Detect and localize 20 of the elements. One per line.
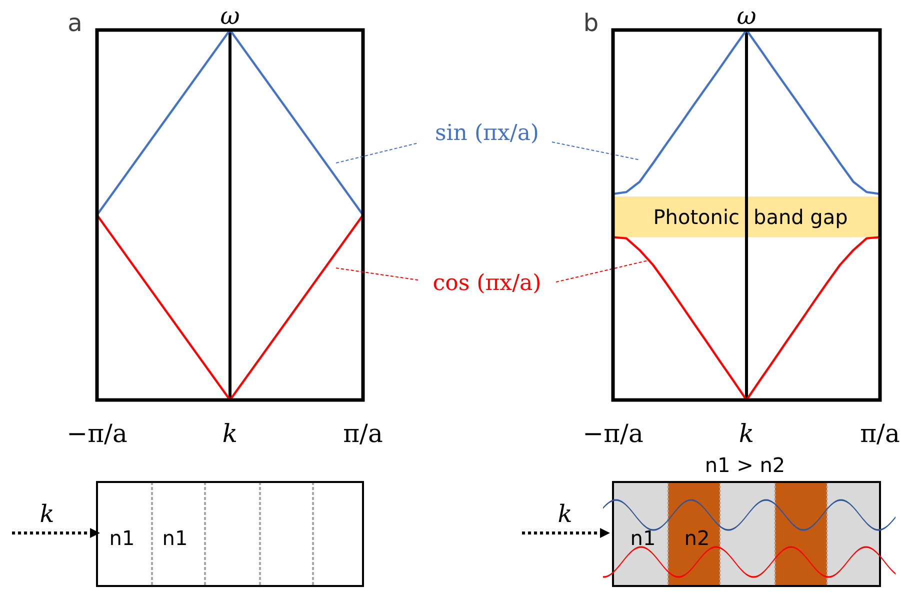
text: n1: [162, 526, 188, 550]
text: k: [40, 500, 54, 528]
x-tick-label: π/a: [343, 419, 383, 448]
y-axis-title: ω: [220, 2, 240, 30]
x-tick-label: k: [222, 419, 238, 448]
chart-title: a: [68, 9, 82, 37]
x-tick-label: −π/a: [66, 419, 128, 448]
x-tick-label: k: [738, 419, 754, 448]
x-tick-label: −π/a: [582, 419, 644, 448]
text: sin (πx/a): [434, 121, 540, 146]
text: n1: [109, 526, 135, 550]
text: k: [558, 500, 572, 528]
text: n2: [684, 526, 710, 550]
y-axis-title: ω: [736, 2, 756, 30]
text: n1 > n2: [704, 453, 786, 477]
chart-title: b: [583, 9, 599, 37]
text: n1: [630, 526, 656, 550]
legend-label: cos (πx/a): [432, 271, 542, 296]
x-tick-label: π/a: [860, 419, 900, 448]
band-label: Photonic band gap: [653, 204, 848, 229]
